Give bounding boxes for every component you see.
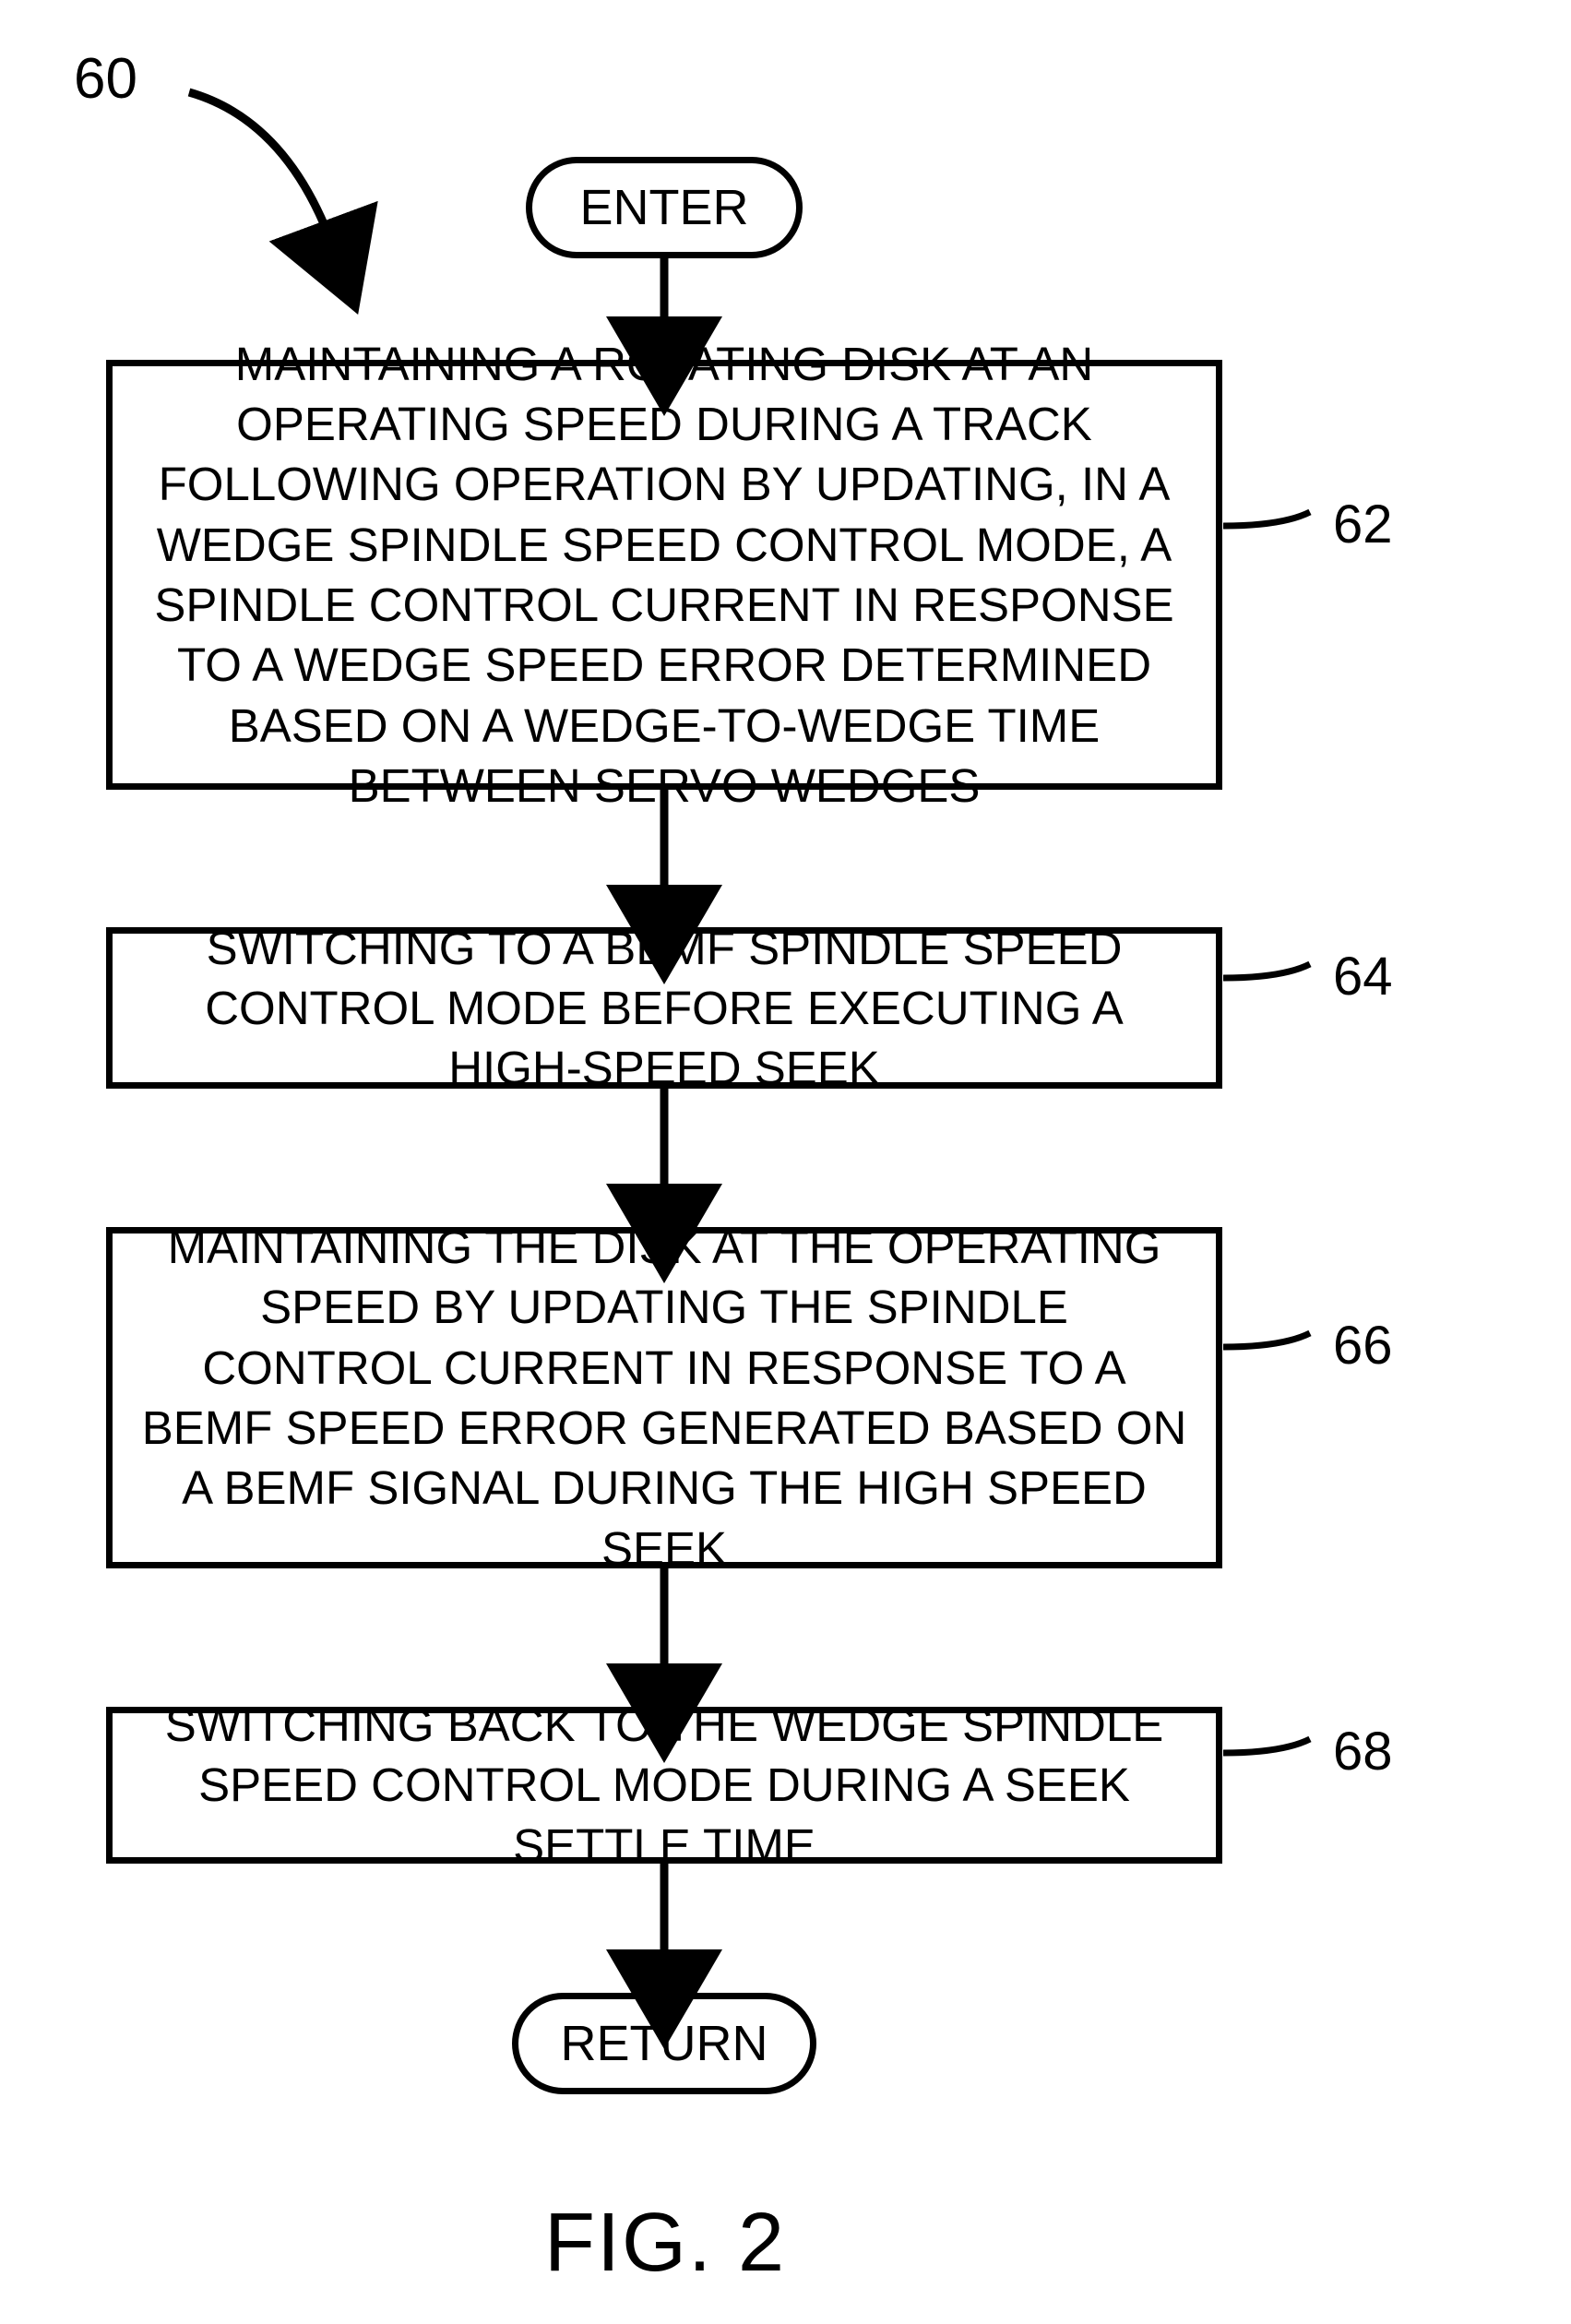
step-64-label: 64 <box>1333 946 1393 1007</box>
return-terminal: RETURN <box>512 1993 816 2094</box>
step-64-box: SWITCHING TO A BEMF SPINDLE SPEED CONTRO… <box>106 927 1222 1089</box>
step-68-label: 68 <box>1333 1721 1393 1782</box>
figure-ref-number: 60 <box>74 46 137 112</box>
flowchart-canvas: 60 ENTER MAINTAINING A ROTATIN <box>0 0 1571 2324</box>
step-62-text: MAINTAINING A ROTATING DISK AT AN OPERAT… <box>140 334 1188 816</box>
step-66-text: MAINTAINING THE DISK AT THE OPERATING SP… <box>140 1217 1188 1579</box>
enter-label: ENTER <box>579 179 748 236</box>
step-68-box: SWITCHING BACK TO THE WEDGE SPINDLE SPEE… <box>106 1707 1222 1864</box>
figure-title: FIG. 2 <box>544 2196 786 2291</box>
step-66-label: 66 <box>1333 1315 1393 1377</box>
step-68-text: SWITCHING BACK TO THE WEDGE SPINDLE SPEE… <box>140 1695 1188 1876</box>
step-64-text: SWITCHING TO A BEMF SPINDLE SPEED CONTRO… <box>140 918 1188 1099</box>
step-62-label: 62 <box>1333 494 1393 555</box>
step-62-box: MAINTAINING A ROTATING DISK AT AN OPERAT… <box>106 360 1222 790</box>
step-66-box: MAINTAINING THE DISK AT THE OPERATING SP… <box>106 1227 1222 1568</box>
return-label: RETURN <box>561 2015 768 2072</box>
enter-terminal: ENTER <box>526 157 803 258</box>
